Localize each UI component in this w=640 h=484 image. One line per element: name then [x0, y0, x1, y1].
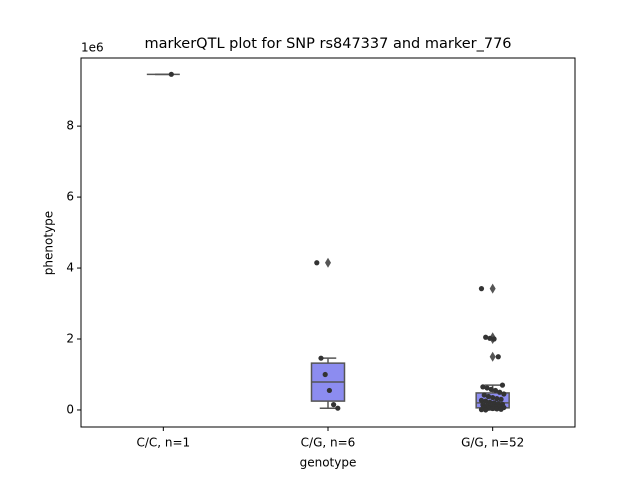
x-tick-label: C/G, n=6 — [301, 436, 356, 450]
point — [335, 405, 341, 411]
x-tick-label: G/G, n=52 — [461, 436, 524, 450]
point — [483, 398, 489, 404]
point — [491, 336, 497, 342]
point — [490, 394, 496, 401]
y-tick-label: 8 — [66, 119, 74, 133]
y-tick-label: 6 — [66, 190, 74, 204]
point — [498, 406, 504, 412]
point — [487, 335, 493, 341]
x-tick-label: C/C, n=1 — [136, 436, 190, 450]
y-tick-label: 0 — [66, 402, 74, 416]
point — [491, 400, 497, 406]
point — [168, 71, 174, 77]
point — [494, 396, 500, 402]
point — [492, 387, 499, 394]
point — [314, 260, 320, 266]
point — [322, 371, 328, 378]
flier — [325, 257, 331, 268]
point — [483, 334, 489, 340]
y-tick-label: 4 — [66, 261, 74, 275]
point — [499, 382, 506, 388]
point — [497, 389, 503, 395]
point — [478, 397, 485, 403]
point — [488, 386, 494, 392]
flier — [489, 351, 496, 362]
point — [494, 406, 500, 412]
point — [501, 391, 507, 397]
point — [331, 402, 337, 408]
offset-label: 1e6 — [81, 41, 104, 55]
point — [487, 399, 493, 405]
point — [326, 387, 332, 394]
point — [483, 407, 489, 413]
point — [480, 384, 486, 390]
point — [495, 354, 501, 360]
point — [481, 392, 487, 398]
x-axis-label: genotype — [300, 456, 357, 470]
y-axis-label: phenotype — [42, 211, 56, 275]
point — [498, 396, 504, 402]
point — [318, 355, 324, 361]
point — [485, 393, 492, 400]
y-tick-label: 2 — [66, 332, 74, 346]
point — [484, 385, 490, 391]
point — [490, 405, 496, 412]
chart-title: markerQTL plot for SNP rs847337 and mark… — [144, 36, 511, 52]
flier — [489, 283, 496, 294]
point — [478, 286, 485, 292]
point — [478, 407, 485, 413]
plot-frame — [80, 57, 576, 428]
